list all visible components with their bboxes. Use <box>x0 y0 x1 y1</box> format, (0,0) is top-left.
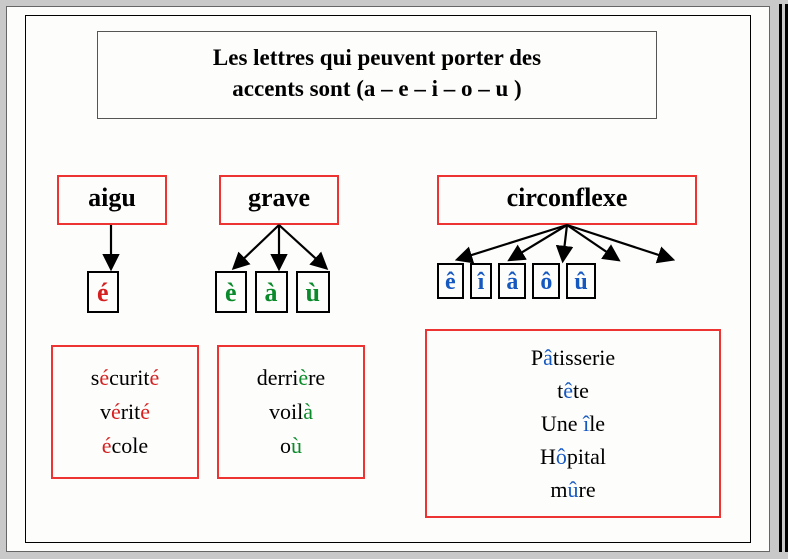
col-title-circonflexe: circonflexe <box>437 175 697 225</box>
letter-box: ê <box>437 263 464 299</box>
word: mûre <box>435 473 711 506</box>
word: école <box>61 429 189 463</box>
words-aigu: sécuritévéritéécole <box>51 345 199 479</box>
letters-row-aigu: é <box>87 271 119 313</box>
letter-box: à <box>255 271 288 313</box>
letter-box: è <box>215 271 247 313</box>
title-line2: accents sont (a – e – i – o – u ) <box>110 73 644 104</box>
col-title-aigu: aigu <box>57 175 167 225</box>
letter-box: â <box>498 263 526 299</box>
page: Les lettres qui peuvent porter des accen… <box>6 6 770 552</box>
letter-box: é <box>87 271 119 313</box>
letter-box: û <box>566 263 595 299</box>
word: sécurité <box>61 361 189 395</box>
col-title-grave: grave <box>219 175 339 225</box>
word: Hôpital <box>435 440 711 473</box>
word: tête <box>435 374 711 407</box>
words-grave: derrièrevoilàoù <box>217 345 365 479</box>
title-line1: Les lettres qui peuvent porter des <box>110 42 644 73</box>
words-circonflexe: PâtisserietêteUne îleHôpitalmûre <box>425 329 721 518</box>
word: vérité <box>61 395 189 429</box>
letter-box: ù <box>296 271 330 313</box>
letters-row-circonflexe: êîâôû <box>437 263 596 299</box>
word: Une île <box>435 407 711 440</box>
page-edge-decoration <box>776 4 788 552</box>
letter-box: î <box>470 263 493 299</box>
word: voilà <box>227 395 355 429</box>
letters-row-grave: èàù <box>215 271 330 313</box>
word: Pâtisserie <box>435 341 711 374</box>
title-box: Les lettres qui peuvent porter des accen… <box>97 31 657 119</box>
letter-box: ô <box>532 263 560 299</box>
word: derrière <box>227 361 355 395</box>
word: où <box>227 429 355 463</box>
